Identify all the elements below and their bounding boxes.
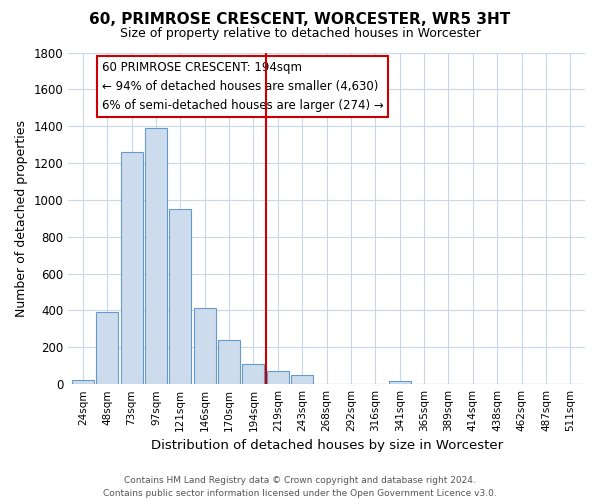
Bar [291,375,313,384]
Y-axis label: Number of detached properties: Number of detached properties [15,120,28,317]
Bar [169,209,191,384]
Bar [72,380,94,384]
Bar [242,364,265,384]
Text: Size of property relative to detached houses in Worcester: Size of property relative to detached ho… [119,28,481,40]
Bar [194,308,215,384]
Text: Contains HM Land Registry data © Crown copyright and database right 2024.
Contai: Contains HM Land Registry data © Crown c… [103,476,497,498]
Bar [267,372,289,384]
Bar [389,382,410,384]
Text: 60 PRIMROSE CRESCENT: 194sqm
← 94% of detached houses are smaller (4,630)
6% of : 60 PRIMROSE CRESCENT: 194sqm ← 94% of de… [102,61,383,112]
Bar [96,312,118,384]
Text: 60, PRIMROSE CRESCENT, WORCESTER, WR5 3HT: 60, PRIMROSE CRESCENT, WORCESTER, WR5 3H… [89,12,511,28]
Bar [218,340,240,384]
Bar [145,128,167,384]
X-axis label: Distribution of detached houses by size in Worcester: Distribution of detached houses by size … [151,440,503,452]
Bar [121,152,143,384]
